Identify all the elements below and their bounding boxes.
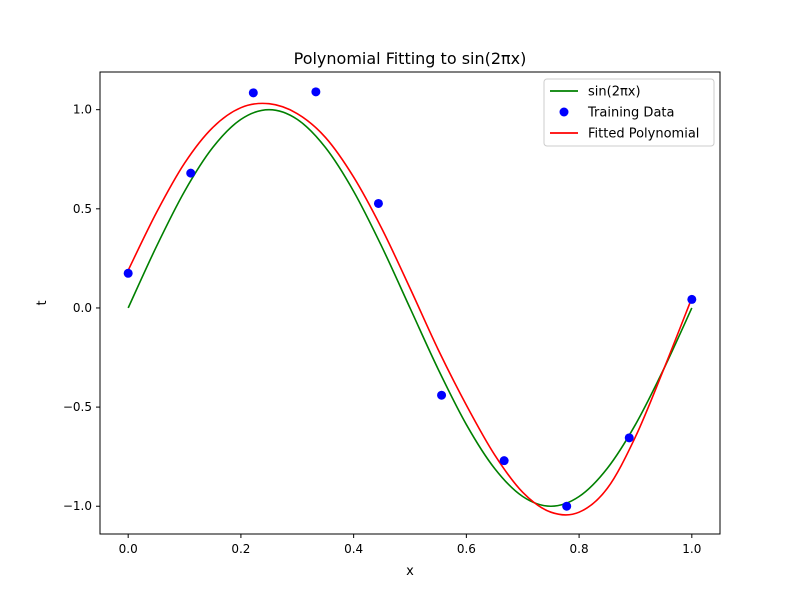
legend-label: Fitted Polynomial (588, 127, 699, 142)
ticks-layer: 0.0 0.2 0.4 0.6 0.8 1.0 −1.0 −0.5 0.0 0.5 1.0 (63, 103, 702, 556)
plot-area (99, 71, 721, 535)
y-tick-label: −1.0 (63, 499, 92, 513)
x-tick-label: 0.8 (570, 542, 589, 556)
data-point (123, 268, 133, 278)
legend-label: Training Data (587, 106, 674, 121)
data-point (248, 88, 258, 98)
data-point (186, 168, 196, 178)
y-tick-label: 0.5 (73, 202, 92, 216)
data-point (687, 294, 697, 304)
axes-frame (99, 71, 721, 535)
x-tick-label: 1.0 (682, 542, 701, 556)
data-point (373, 198, 383, 208)
x-tick-label: 0.2 (231, 542, 250, 556)
x-tick-label: 0.0 (119, 542, 138, 556)
legend-swatch (559, 107, 569, 117)
series-layer (123, 87, 697, 516)
y-tick-label: 0.0 (73, 301, 92, 315)
y-axis-label: t (35, 300, 50, 305)
x-axis-label: x (406, 564, 414, 579)
series-line-2 (127, 102, 693, 516)
legend-label: sin(2πx) (588, 85, 641, 100)
data-point (311, 87, 321, 97)
data-point (562, 501, 572, 511)
data-point (624, 433, 634, 443)
series-line-0 (127, 108, 693, 508)
x-tick-label: 0.4 (344, 542, 363, 556)
legend: sin(2πx) Training Data Fitted Polynomial (543, 78, 715, 147)
x-tick-label: 0.6 (457, 542, 476, 556)
data-point (499, 456, 509, 466)
legend-frame (543, 78, 715, 147)
data-point (437, 390, 447, 400)
y-tick-label: −0.5 (63, 400, 92, 414)
chart-title: Polynomial Fitting to sin(2πx) (294, 49, 527, 68)
y-tick-label: 1.0 (73, 103, 92, 117)
